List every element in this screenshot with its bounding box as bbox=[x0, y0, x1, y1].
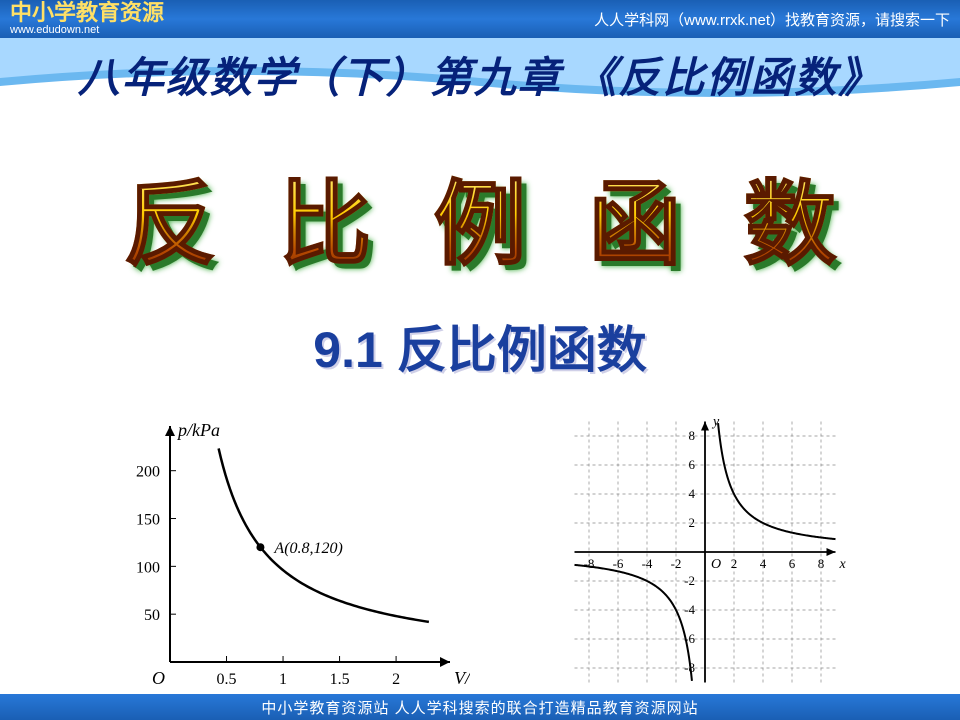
svg-text:-2: -2 bbox=[671, 556, 682, 571]
title-glyph: 函函 bbox=[589, 150, 681, 283]
svg-text:8: 8 bbox=[818, 556, 825, 571]
chart-pressure-volume: 0.5 1 1.5 2 50 100 150 200 p/kPa V/m³ O A(0.8,120) bbox=[100, 412, 470, 692]
svg-text:p/kPa: p/kPa bbox=[176, 420, 220, 440]
svg-text:-4: -4 bbox=[642, 556, 653, 571]
svg-text:A(0.8,120): A(0.8,120) bbox=[273, 540, 342, 557]
title-glyph: 数数 bbox=[744, 150, 836, 283]
chart-hyperbola: -8-6-4-22468-8-6-4-22468xyO bbox=[550, 412, 860, 692]
svg-text:100: 100 bbox=[136, 559, 160, 576]
bottom-banner: 中小学教育资源站 人人学科搜索的联合打造精品教育资源网站 bbox=[0, 694, 960, 720]
title-glyph: 比比 bbox=[279, 150, 371, 283]
svg-text:-4: -4 bbox=[684, 602, 695, 617]
svg-text:200: 200 bbox=[136, 464, 160, 481]
title-glyph: 反反 bbox=[124, 150, 216, 283]
svg-text:2: 2 bbox=[392, 671, 400, 688]
bottom-banner-text: 中小学教育资源站 人人学科搜索的联合打造精品教育资源网站 bbox=[261, 697, 698, 718]
svg-text:-8: -8 bbox=[584, 556, 595, 571]
svg-text:V/m³: V/m³ bbox=[454, 668, 470, 688]
logo-url: www.edudown.net bbox=[10, 24, 99, 36]
site-text: 人人学科网（www.rrxk.net）找教育资源，请搜索一下 bbox=[184, 9, 950, 30]
svg-text:0.5: 0.5 bbox=[217, 671, 237, 688]
svg-text:O: O bbox=[152, 668, 165, 688]
svg-text:50: 50 bbox=[144, 607, 160, 624]
svg-text:-2: -2 bbox=[684, 573, 695, 588]
svg-text:150: 150 bbox=[136, 512, 160, 529]
subtitle: 9.1 反比例函数 bbox=[60, 310, 900, 382]
svg-text:1: 1 bbox=[279, 671, 287, 688]
main-title: 反反比比例例函函数数 bbox=[60, 150, 900, 280]
top-banner: 中小学教育资源 www.edudown.net 人人学科网（www.rrxk.n… bbox=[0, 0, 960, 38]
header-title: 八年级数学（下）第九章 《反比例函数》 bbox=[0, 44, 960, 105]
svg-text:2: 2 bbox=[689, 515, 696, 530]
svg-text:4: 4 bbox=[689, 486, 696, 501]
svg-text:6: 6 bbox=[689, 457, 696, 472]
svg-text:4: 4 bbox=[760, 556, 767, 571]
title-glyph: 例例 bbox=[434, 150, 526, 283]
logo-area: 中小学教育资源 www.edudown.net bbox=[10, 2, 164, 36]
svg-text:O: O bbox=[711, 557, 721, 572]
logo-text: 中小学教育资源 bbox=[10, 2, 164, 24]
content: 反反比比例例函函数数 9.1 反比例函数 0.5 1 1.5 2 50 100 150 200… bbox=[0, 130, 960, 692]
svg-text:8: 8 bbox=[689, 428, 696, 443]
svg-text:6: 6 bbox=[789, 556, 796, 571]
charts-container: 0.511.5250100150200p/kPaV/m³OA(0.8,120) … bbox=[60, 412, 900, 692]
svg-text:-6: -6 bbox=[613, 556, 624, 571]
svg-text:1.5: 1.5 bbox=[330, 671, 350, 688]
svg-text:2: 2 bbox=[731, 556, 738, 571]
header-wave: 八年级数学（下）第九章 《反比例函数》 bbox=[0, 38, 960, 100]
svg-text:x: x bbox=[839, 557, 847, 572]
